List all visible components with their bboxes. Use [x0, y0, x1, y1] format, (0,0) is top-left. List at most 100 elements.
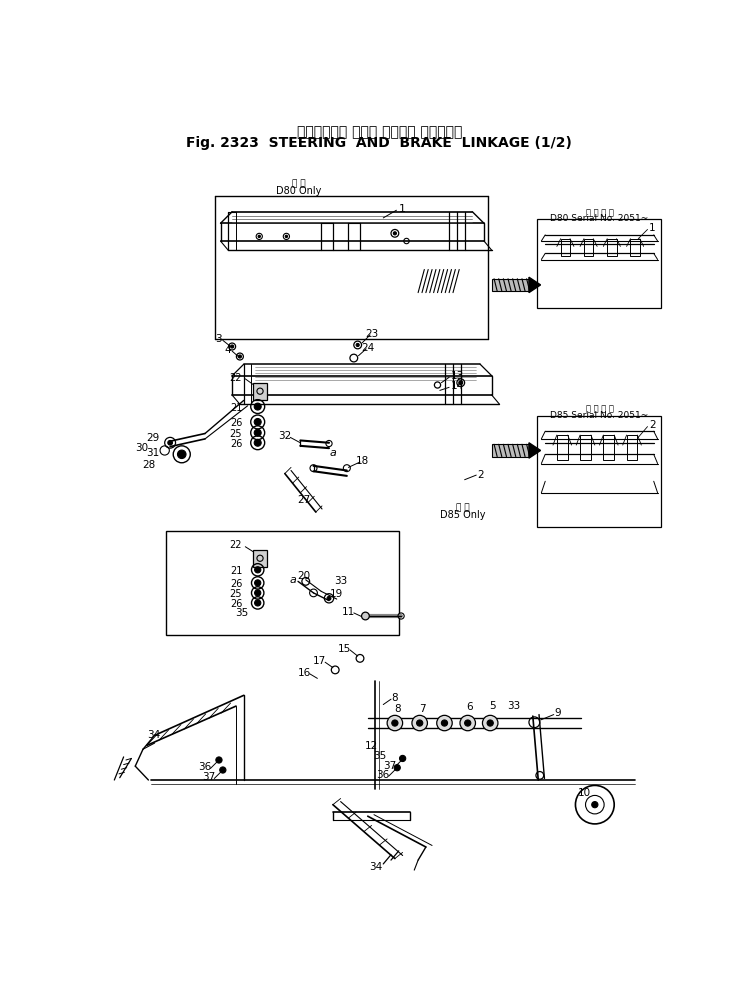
Text: ステアリング および ブレーキ リンケージ: ステアリング および ブレーキ リンケージ: [296, 125, 462, 139]
Circle shape: [230, 346, 233, 349]
Text: 31: 31: [147, 448, 160, 458]
Text: 11: 11: [342, 606, 355, 616]
Text: 33: 33: [508, 699, 521, 709]
Text: 35: 35: [236, 607, 249, 617]
Text: 34: 34: [147, 729, 161, 739]
Bar: [166, 532, 399, 635]
Text: 適 用 号 機: 適 用 号 機: [585, 404, 614, 413]
Circle shape: [327, 597, 331, 600]
Circle shape: [254, 430, 261, 437]
Bar: [603, 436, 614, 460]
Polygon shape: [529, 278, 541, 294]
Text: D80 Serial No. 2051~: D80 Serial No. 2051~: [551, 214, 648, 223]
Text: 36: 36: [199, 762, 212, 772]
Text: D85 Only: D85 Only: [440, 510, 486, 520]
Circle shape: [167, 441, 173, 446]
Text: 13: 13: [451, 371, 464, 381]
Circle shape: [592, 802, 598, 808]
Bar: [492, 280, 529, 292]
Circle shape: [254, 404, 261, 411]
Text: 2: 2: [476, 469, 483, 479]
Text: 1: 1: [399, 203, 406, 213]
Text: a: a: [330, 448, 336, 458]
Text: 21: 21: [230, 565, 242, 575]
Circle shape: [220, 768, 226, 774]
Bar: [584, 239, 594, 257]
Circle shape: [399, 756, 406, 762]
Text: D85 Serial No. 2051~: D85 Serial No. 2051~: [551, 411, 648, 420]
Text: 24: 24: [361, 342, 374, 352]
Circle shape: [255, 580, 261, 586]
Text: 9: 9: [554, 707, 561, 717]
Text: 7: 7: [419, 703, 425, 713]
Bar: [607, 239, 617, 257]
Text: 18: 18: [356, 455, 369, 465]
Text: 22: 22: [230, 373, 242, 383]
Circle shape: [416, 720, 423, 726]
Text: 30: 30: [135, 442, 148, 452]
Circle shape: [412, 715, 428, 731]
Circle shape: [254, 440, 261, 447]
Circle shape: [255, 600, 261, 606]
Text: 車 用: 車 用: [456, 503, 470, 512]
Text: 34: 34: [369, 862, 382, 872]
Circle shape: [216, 758, 222, 764]
Circle shape: [362, 612, 369, 620]
Text: 適 用 号 機: 適 用 号 機: [585, 208, 614, 217]
Text: 19: 19: [329, 588, 342, 598]
Bar: [631, 239, 639, 257]
Circle shape: [393, 232, 396, 235]
Text: 17: 17: [313, 655, 326, 665]
Circle shape: [460, 715, 476, 731]
Text: 15: 15: [338, 643, 351, 653]
Bar: [537, 417, 662, 528]
Text: 29: 29: [147, 433, 160, 443]
Circle shape: [254, 419, 261, 426]
Text: 37: 37: [383, 760, 396, 770]
Text: 14: 14: [451, 381, 464, 391]
Text: 28: 28: [142, 460, 156, 470]
Text: 26: 26: [230, 598, 242, 608]
Polygon shape: [529, 443, 541, 459]
Circle shape: [387, 715, 402, 731]
Text: 2: 2: [649, 419, 656, 429]
Bar: [253, 550, 267, 567]
Circle shape: [487, 720, 494, 726]
Text: 1: 1: [649, 222, 656, 232]
Text: 33: 33: [334, 575, 348, 585]
Text: 25: 25: [230, 588, 242, 598]
Text: Fig. 2323  STEERING  AND  BRAKE  LINKAGE (1/2): Fig. 2323 STEERING AND BRAKE LINKAGE (1/…: [187, 136, 572, 150]
Text: 車 用: 車 用: [292, 178, 305, 187]
Circle shape: [255, 590, 261, 596]
Circle shape: [436, 715, 452, 731]
Text: 8: 8: [391, 692, 398, 702]
Circle shape: [356, 344, 359, 347]
Circle shape: [442, 720, 448, 726]
Circle shape: [394, 765, 400, 771]
Text: 35: 35: [373, 749, 386, 760]
Text: 8: 8: [394, 703, 401, 713]
Circle shape: [392, 720, 398, 726]
Text: 26: 26: [230, 418, 242, 428]
Bar: [580, 436, 591, 460]
Text: 37: 37: [202, 772, 216, 782]
Bar: [627, 436, 637, 460]
Bar: [253, 384, 267, 400]
Text: 26: 26: [230, 578, 242, 588]
Text: 4: 4: [225, 345, 231, 355]
Text: D80 Only: D80 Only: [276, 186, 322, 196]
Bar: [556, 436, 568, 460]
Text: 25: 25: [230, 428, 242, 438]
Circle shape: [459, 382, 462, 385]
Circle shape: [465, 720, 471, 726]
Circle shape: [239, 356, 242, 359]
Text: 36: 36: [376, 770, 390, 780]
Circle shape: [258, 236, 260, 238]
Text: 6: 6: [467, 701, 473, 711]
Text: 22: 22: [230, 540, 242, 550]
Bar: [492, 445, 529, 457]
Text: a: a: [289, 574, 296, 584]
Text: 32: 32: [278, 431, 291, 441]
Bar: [537, 220, 662, 309]
Text: 5: 5: [489, 699, 496, 709]
